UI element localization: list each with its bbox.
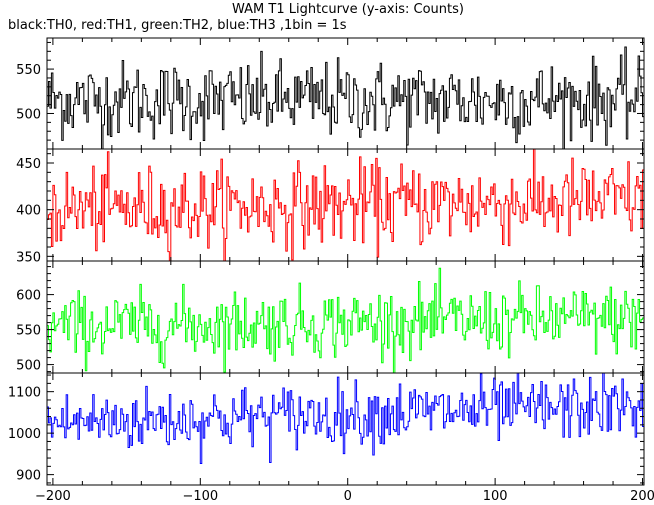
panel-th2: 500 550 600 — [16, 260, 645, 374]
series-line-th1 — [47, 149, 644, 261]
panel-th3: 900 1000 1100 — [8, 372, 645, 486]
x-tick-label: −200 — [35, 489, 71, 504]
panel-frame — [46, 372, 645, 486]
y-tick-label: 900 — [16, 469, 41, 484]
y-tick-label: 500 — [16, 107, 41, 122]
y-tick-label: 600 — [16, 289, 41, 304]
panel-th1: 350 400 450 — [16, 148, 645, 265]
series-line-th3 — [47, 373, 644, 464]
y-tick-label: 1000 — [8, 427, 41, 442]
series-line-th2 — [47, 267, 644, 373]
chart-subtitle: black:TH0, red:TH1, green:TH2, blue:TH3 … — [8, 18, 347, 33]
y-tick-label: 500 — [16, 359, 41, 374]
plot-area: 50055035040045050055060090010001100−200−… — [8, 37, 654, 504]
x-tick-label: 0 — [344, 489, 352, 504]
x-tick-label: −100 — [182, 489, 218, 504]
x-tick-label: 100 — [483, 489, 508, 504]
y-tick-label: 1100 — [8, 386, 41, 401]
y-tick-label: 550 — [16, 63, 41, 78]
x-tick-label: 200 — [630, 489, 654, 504]
y-tick-label: 400 — [16, 204, 41, 219]
y-tick-label: 450 — [16, 157, 41, 172]
y-tick-label: 550 — [16, 324, 41, 339]
panel-frame — [46, 260, 645, 374]
y-tick-label: 350 — [16, 250, 41, 265]
series-line-th0 — [47, 46, 644, 149]
panel-frame — [46, 37, 645, 150]
chart-title: WAM T1 Lightcurve (y-axis: Counts) — [232, 2, 464, 17]
